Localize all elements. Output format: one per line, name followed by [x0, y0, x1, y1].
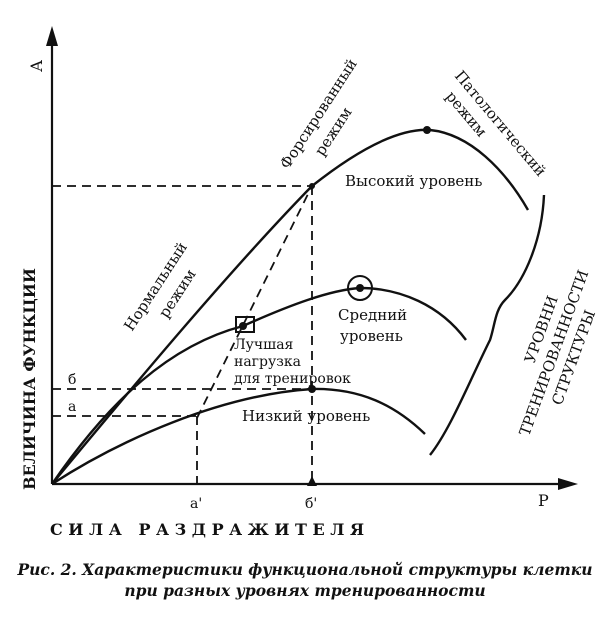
caption-line-1: Рис. 2. Характеристики функциональной ст…: [17, 560, 593, 579]
x-axis-arrow-icon: [558, 478, 578, 490]
tick-y-a: а: [68, 399, 76, 415]
label-high-level: Высокий уровень: [345, 172, 482, 190]
label-best-load-1: Лучшая: [234, 337, 294, 353]
label-best-load-2: нагрузка: [234, 354, 301, 370]
best-load-box: [235, 316, 255, 333]
x-axis-title: С И Л А Р А З Д Р А Ж И Т Е Л Я: [50, 520, 364, 539]
tick-x-b: б': [305, 496, 317, 512]
peak-mid-ring: [347, 275, 373, 301]
y-axis-arrow-icon: [46, 26, 58, 46]
tick-y-b: б: [68, 372, 76, 388]
x-axis-symbol: Р: [538, 491, 549, 510]
peak-high-point: [423, 126, 431, 134]
y-axis-title: ВЕЛИЧИНА ФУНКЦИИ: [20, 268, 39, 490]
curve-mid-level: [51, 286, 467, 485]
tick-x-a: а': [190, 496, 202, 512]
best-load-point: [239, 322, 247, 330]
y-axis-symbol: А: [27, 60, 46, 72]
curve-levels-bracket: [429, 194, 546, 456]
tick-b-marker-icon: [307, 476, 317, 486]
label-mid-level-1: Средний: [338, 306, 407, 324]
label-low-level: Низкий уровень: [242, 407, 370, 425]
curve-high-level: [51, 128, 530, 485]
label-best-load-3: для тренировок: [234, 371, 351, 387]
curve-low-level: [51, 387, 426, 486]
label-mid-level-2: уровень: [340, 327, 403, 345]
guide-lines: [52, 185, 313, 484]
caption-line-2: при разных уровнях тренированности: [124, 581, 486, 600]
forced-point: [309, 183, 315, 189]
peak-mid-point: [356, 284, 364, 292]
peak-low-point: [308, 385, 316, 393]
